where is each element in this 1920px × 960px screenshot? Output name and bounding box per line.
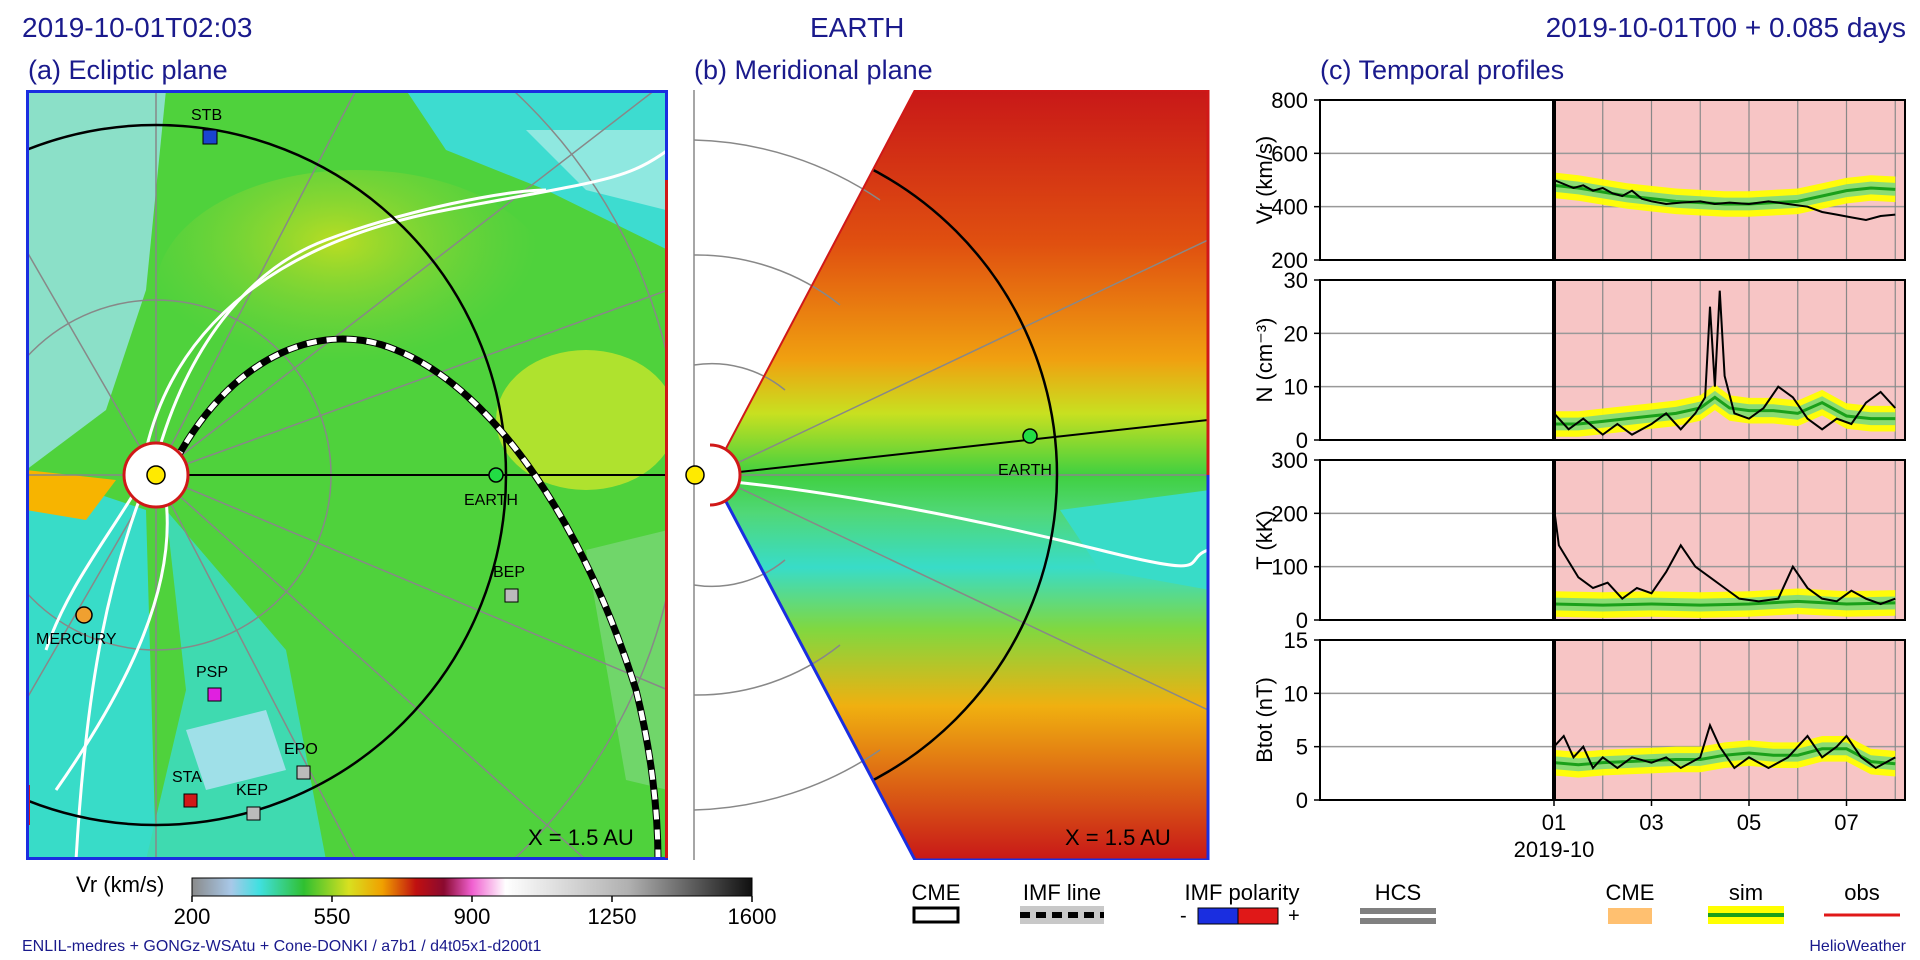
obs-line-2 — [1553, 507, 1896, 606]
right-time: 2019-10-01T00 + 0.085 days — [1545, 12, 1906, 43]
sim-band-0 — [1554, 172, 1896, 217]
label-sta: STA — [172, 769, 202, 786]
legend-cme2-swatch — [1608, 908, 1652, 924]
colorbar-tick-1600: 1600 — [728, 904, 777, 929]
colorbar-tick-200: 200 — [174, 904, 211, 929]
panel-frame-3 — [1319, 639, 1906, 801]
panel-frame-0 — [1319, 99, 1906, 261]
legend-hcs-label: HCS — [1375, 880, 1421, 905]
panel-frame-2 — [1319, 459, 1906, 621]
legend-imf-minus: - — [1180, 905, 1187, 927]
label-stb: STB — [191, 107, 222, 124]
ytick-label-3-0: 0 — [1296, 788, 1308, 813]
ytick-label-1-1: 10 — [1284, 375, 1308, 400]
label-psp: PSP — [196, 664, 228, 681]
legend-cme-label: CME — [912, 880, 961, 905]
legend-obs-label: obs — [1844, 880, 1879, 905]
ytick-label-2-0: 0 — [1296, 608, 1308, 633]
legend-imf-plus: + — [1288, 905, 1300, 927]
scale-label-a: X = 1.5 AU — [528, 825, 634, 850]
obs-line-3 — [1553, 722, 1896, 770]
ytick-label-3-1: 5 — [1296, 735, 1308, 760]
left-timestamp: 2019-10-01T02:03 — [22, 12, 253, 43]
ytick-label-2-3: 300 — [1271, 448, 1308, 473]
sim-line-1 — [1554, 395, 1896, 426]
xtick-label-2: 05 — [1737, 810, 1761, 835]
obs-line-1 — [1553, 290, 1896, 436]
colorbar-label: Vr (km/s) — [76, 872, 164, 897]
xtick-label-0: 01 — [1542, 810, 1566, 835]
legend-cme-swatch — [912, 906, 960, 924]
panel-b-title: (b) Meridional plane — [694, 55, 933, 85]
legend-imf-polarity-neg — [1197, 907, 1239, 925]
ylabel-1: N (cm⁻³) — [1252, 318, 1277, 403]
colorbar: Vr (km/s) 200 550 900 1250 1600 — [76, 872, 777, 929]
ytick-label-3-3: 15 — [1284, 628, 1308, 653]
ytick-label-2-2: 200 — [1271, 501, 1308, 526]
legend-imf-polarity-label: IMF polarity — [1185, 880, 1300, 905]
center-title: EARTH — [810, 12, 905, 43]
sim-line-2 — [1553, 599, 1896, 607]
meridional-plane-panel: EARTH X = 1.5 AU — [685, 90, 1210, 860]
obs-line-0 — [1553, 179, 1896, 222]
sim-inner-band-1 — [1554, 390, 1896, 431]
legend-hcs-swatch-1 — [1360, 908, 1436, 914]
panel-c-title: (c) Temporal profiles — [1320, 55, 1565, 85]
ytick-label-0-3: 800 — [1271, 90, 1308, 113]
pink-region-3 — [1554, 640, 1905, 800]
x-sublabel: 2019-10 — [1514, 837, 1595, 862]
ylabel-0: Vr (km/s) — [1252, 136, 1277, 224]
ytick-label-3-2: 10 — [1284, 681, 1308, 706]
panel-a-title: (a) Ecliptic plane — [28, 55, 228, 85]
xtick-label-1: 03 — [1639, 810, 1663, 835]
ytick-label-1-2: 20 — [1284, 321, 1308, 346]
ytick-label-1-0: 0 — [1296, 428, 1308, 453]
legend-cme2-label: CME — [1606, 880, 1655, 905]
footer-model-info: ENLIL-medres + GONGz-WSAtu + Cone-DONKI … — [22, 938, 542, 955]
label-bep: BEP — [493, 564, 525, 581]
label-kep: KEP — [236, 782, 268, 799]
colorbar-tick-900: 900 — [454, 904, 491, 929]
colorbar-tick-1250: 1250 — [588, 904, 637, 929]
label-earth-b: EARTH — [998, 462, 1052, 479]
legend-imf-line-label: IMF line — [1023, 880, 1101, 905]
legend-sim-label: sim — [1729, 880, 1763, 905]
ytick-label-0-0: 200 — [1271, 248, 1308, 273]
legend: CME IMF line IMF polarity - + HCS CME si… — [912, 880, 1900, 927]
legend-imf-polarity-pos — [1237, 907, 1279, 925]
ytick-label-1-3: 30 — [1284, 268, 1308, 293]
colorbar-tick-550: 550 — [314, 904, 351, 929]
label-epo: EPO — [284, 741, 318, 758]
footer-brand: HelioWeather — [1809, 938, 1906, 955]
ecliptic-plane-panel: STB EARTH BEP MERCURY PSP EPO STA KEP X … — [26, 90, 668, 860]
sim-inner-band-3 — [1554, 742, 1896, 772]
ytick-label-2-1: 100 — [1271, 555, 1308, 580]
label-earth-a: EARTH — [464, 492, 518, 509]
scale-label-b: X = 1.5 AU — [1065, 825, 1171, 850]
ylabel-3: Btot (nT) — [1252, 677, 1277, 763]
ytick-label-0-2: 600 — [1271, 141, 1308, 166]
ylabel-2: T (kK) — [1252, 510, 1277, 569]
panel-frame-1 — [1319, 279, 1906, 441]
sim-inner-band-0 — [1554, 178, 1896, 211]
ytick-label-0-1: 400 — [1271, 195, 1308, 220]
xtick-label-3: 07 — [1834, 810, 1858, 835]
legend-hcs-swatch-2 — [1360, 918, 1436, 924]
label-mercury: MERCURY — [36, 631, 117, 648]
